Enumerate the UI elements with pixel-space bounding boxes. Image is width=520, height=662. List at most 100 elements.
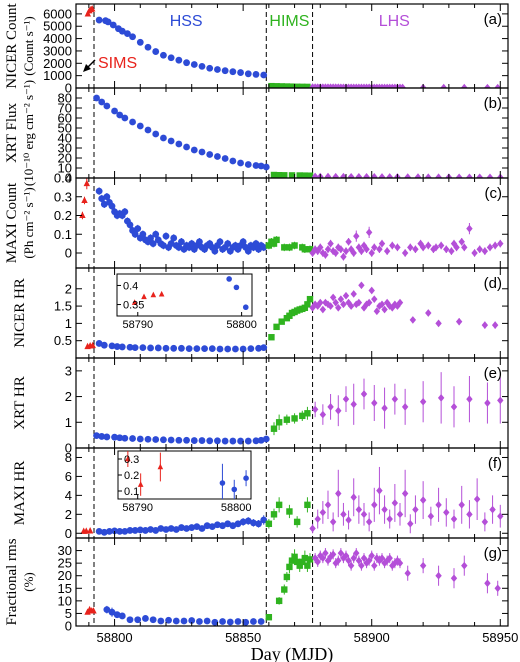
panel-g-lhs-point bbox=[381, 559, 388, 567]
panel-b-lhs-point bbox=[404, 173, 411, 178]
panel-f-lhs-point bbox=[350, 493, 357, 502]
x-tick-label: 58850 bbox=[225, 630, 261, 645]
panel-b-hss-point bbox=[183, 143, 190, 151]
panel-g-lhs-point bbox=[450, 574, 458, 583]
panel-f-lhs-point bbox=[365, 518, 373, 526]
panel-b-lhs-point bbox=[332, 172, 339, 178]
y-tick-label: 0 bbox=[65, 441, 72, 456]
panel-f-lhs-point bbox=[412, 505, 419, 514]
panel-b-hss-point bbox=[175, 140, 183, 148]
panel-data bbox=[79, 178, 504, 261]
sims-arrow bbox=[83, 59, 96, 72]
panel-e-lhs-point bbox=[466, 395, 473, 403]
y-axis-unit-label: (10⁻¹⁰ erg cm⁻² s⁻¹) bbox=[21, 80, 36, 186]
panel-e-lhs-point bbox=[437, 394, 445, 402]
panel-frame bbox=[75, 537, 509, 627]
panel-b-hims-point bbox=[296, 172, 303, 178]
panel-d-hss-point bbox=[201, 345, 208, 353]
panel-g-lhs-point bbox=[329, 550, 337, 559]
y-tick-label: 6000 bbox=[43, 6, 72, 21]
panel-a-lhs-point bbox=[461, 83, 468, 88]
panel-d-lhs-point bbox=[435, 319, 442, 328]
panel-g-hss-point bbox=[126, 616, 134, 624]
inset-data bbox=[125, 451, 249, 499]
panel-c-lhs-point bbox=[419, 243, 427, 252]
panel-c-hims-point bbox=[301, 246, 309, 253]
y-tick-label: 20 bbox=[58, 151, 72, 166]
panel-data bbox=[93, 94, 504, 178]
panel-d-hims-point bbox=[306, 295, 314, 303]
panel-letter: (g) bbox=[484, 545, 502, 562]
panel-d-lhs-point bbox=[329, 293, 337, 302]
panel-f-hss-point bbox=[198, 525, 206, 532]
panel-f-lhs-point bbox=[407, 519, 414, 528]
inset-sims-point bbox=[158, 290, 165, 297]
panel-c-hss-point bbox=[178, 238, 185, 246]
panel-c-hss-point bbox=[147, 234, 154, 242]
panel-g-hims-point bbox=[283, 573, 291, 581]
y-axis-label: XRT HR bbox=[12, 376, 28, 429]
panel-a-hims-point bbox=[288, 83, 296, 88]
panel-a-hss-point bbox=[198, 62, 206, 70]
panel-a-hss-point bbox=[244, 70, 252, 78]
panel-c-lhs-point bbox=[476, 245, 483, 254]
panel-f-hss-point bbox=[260, 516, 268, 524]
panel-b-hss-point bbox=[93, 94, 100, 102]
panel-g-hss-point bbox=[108, 608, 116, 616]
panel-f-hss-point bbox=[178, 524, 185, 531]
panel-b-hims-point bbox=[275, 172, 283, 178]
panel-f-lhs-point bbox=[335, 489, 342, 498]
panel-c-hss-point bbox=[126, 221, 134, 229]
panel-c-lhs-point bbox=[322, 251, 329, 259]
panel-b-lhs-point bbox=[435, 173, 442, 178]
y-axis-label: MAXI HR bbox=[12, 461, 28, 526]
panel-c-hss-point bbox=[103, 193, 111, 201]
panel-a-hss-point bbox=[136, 38, 144, 46]
panel-e-hss-point bbox=[183, 436, 190, 444]
panel-f-hims-point bbox=[265, 520, 273, 527]
panel-b-hss-point bbox=[206, 151, 214, 158]
panel-b-lhs-point bbox=[455, 173, 463, 178]
panel-c-lhs-point bbox=[453, 243, 460, 252]
panel-f-lhs-point bbox=[371, 501, 378, 509]
panel-g-hss-point bbox=[134, 616, 142, 624]
panel-f-hss-point bbox=[142, 527, 149, 534]
panel-d-lhs-point bbox=[311, 300, 319, 309]
panel-e-hss-point bbox=[252, 437, 260, 445]
panel-g-hims-point bbox=[293, 558, 301, 566]
y-axis-label: MAXI Count bbox=[4, 182, 20, 263]
panel-f-hss-point bbox=[136, 526, 144, 534]
panel-c-hss-point bbox=[170, 234, 178, 242]
panel-g-lhs-point bbox=[404, 569, 411, 578]
panel-a-hims-point bbox=[304, 83, 311, 88]
panel-a-hims-point bbox=[268, 82, 275, 88]
panel-c-lhs-point bbox=[345, 237, 352, 246]
panel-c-lhs-point bbox=[389, 241, 396, 250]
panel-c-lhs-point bbox=[458, 237, 465, 246]
panel-c-lhs-point bbox=[368, 249, 375, 257]
panel-g-lhs-point bbox=[373, 554, 381, 562]
y-tick-label: 4000 bbox=[43, 31, 72, 46]
panel-f-hss-point bbox=[208, 523, 216, 531]
y-tick-label: 10 bbox=[58, 161, 72, 176]
panel-c-lhs-point bbox=[412, 245, 419, 254]
panel-d-hims-point bbox=[268, 334, 275, 341]
panel-d-hss-point bbox=[139, 344, 147, 352]
panel-g-hss-point bbox=[113, 611, 121, 619]
panel-a-lhs-point bbox=[399, 83, 406, 88]
panel-e-hss-point bbox=[103, 433, 111, 441]
inset-x-tick-label: 58790 bbox=[122, 319, 153, 331]
panel-b-hss-point bbox=[129, 118, 136, 126]
panel-d-hss-point bbox=[255, 344, 262, 352]
inset-y-tick-label: 0.4 bbox=[123, 280, 138, 292]
panel-c-hss-point bbox=[95, 187, 103, 195]
panel-a-hss-point bbox=[104, 18, 112, 26]
panel-g-lhs-point bbox=[376, 556, 383, 565]
panel-d-hss-point bbox=[208, 345, 216, 353]
panel-c-hss-point bbox=[98, 195, 106, 203]
panel-g-hss-point bbox=[257, 618, 265, 625]
panel-c-lhs-point bbox=[376, 245, 383, 254]
panel-c-lhs-point bbox=[407, 243, 414, 252]
